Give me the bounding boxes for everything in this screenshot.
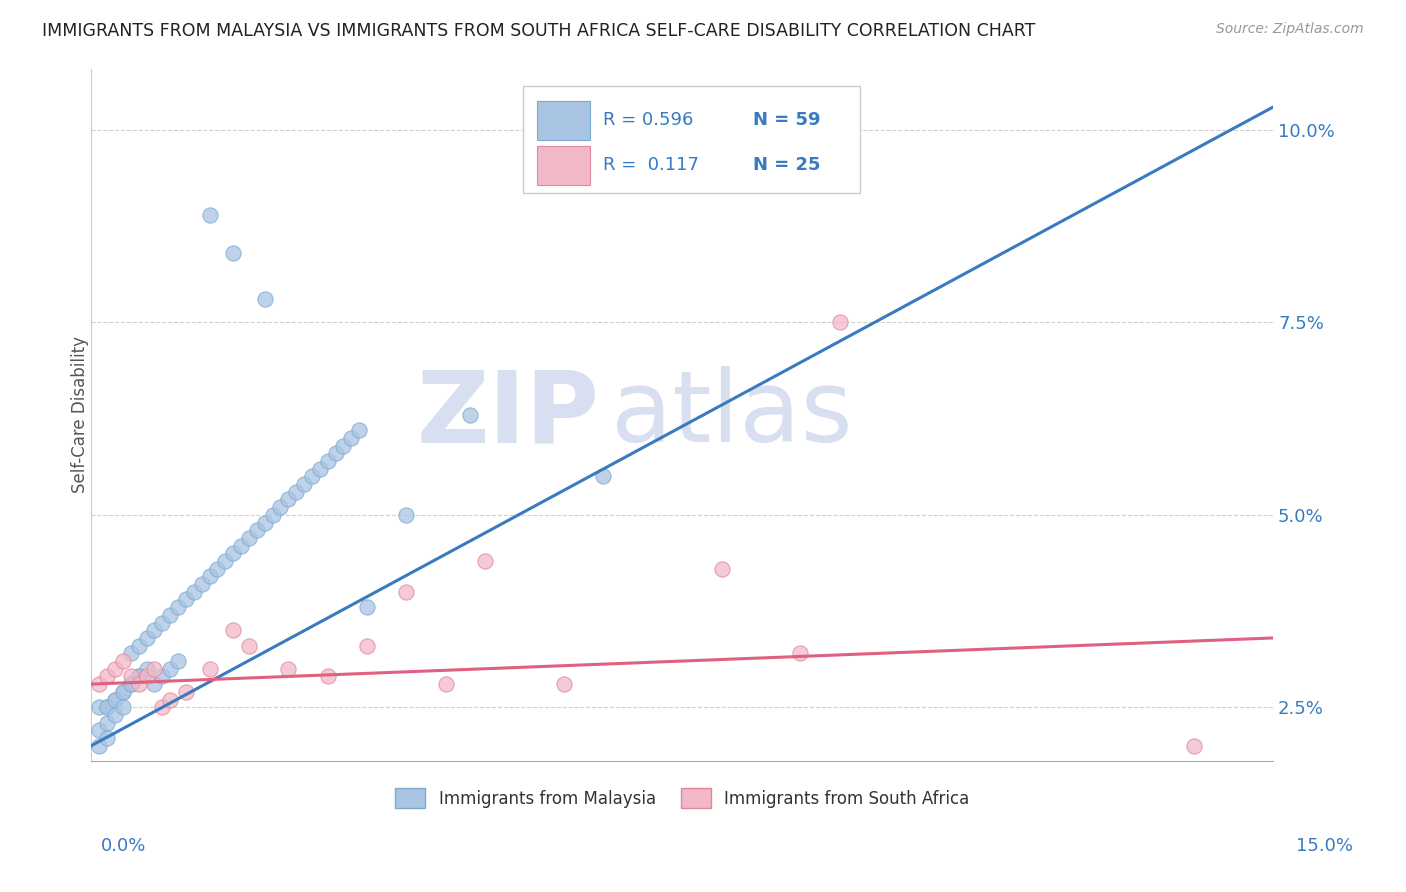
Point	[356, 600, 378, 615]
Text: ZIP: ZIP	[416, 367, 599, 463]
Point	[325, 446, 347, 460]
Point	[592, 469, 614, 483]
Point	[238, 639, 260, 653]
Point	[120, 677, 142, 691]
Point	[89, 677, 111, 691]
Point	[308, 461, 330, 475]
Point	[246, 523, 269, 537]
Point	[222, 546, 245, 560]
Point	[277, 492, 299, 507]
Point	[96, 700, 118, 714]
Point	[553, 677, 575, 691]
FancyBboxPatch shape	[523, 86, 859, 194]
Point	[111, 700, 134, 714]
Text: 15.0%: 15.0%	[1296, 837, 1353, 855]
Point	[434, 677, 457, 691]
Point	[120, 646, 142, 660]
Point	[96, 715, 118, 730]
Point	[167, 654, 190, 668]
Point	[104, 692, 127, 706]
Point	[316, 454, 339, 468]
Point	[89, 700, 111, 714]
Legend: Immigrants from Malaysia, Immigrants from South Africa: Immigrants from Malaysia, Immigrants fro…	[388, 781, 976, 815]
Point	[710, 562, 733, 576]
Point	[198, 569, 221, 583]
Point	[135, 662, 157, 676]
Point	[332, 439, 354, 453]
Point	[159, 662, 181, 676]
Point	[277, 662, 299, 676]
Point	[150, 700, 173, 714]
Text: R =  0.117: R = 0.117	[603, 156, 699, 175]
Point	[347, 423, 370, 437]
Point	[96, 669, 118, 683]
Point	[120, 669, 142, 683]
Point	[395, 508, 418, 522]
Point	[222, 624, 245, 638]
Point	[150, 669, 173, 683]
Point	[174, 592, 197, 607]
Point	[198, 662, 221, 676]
Point	[789, 646, 811, 660]
Point	[1182, 739, 1205, 753]
Point	[269, 500, 291, 515]
Text: atlas: atlas	[612, 367, 853, 463]
Point	[128, 677, 150, 691]
Point	[356, 639, 378, 653]
Point	[198, 208, 221, 222]
Point	[262, 508, 284, 522]
Point	[229, 539, 252, 553]
Point	[238, 531, 260, 545]
Y-axis label: Self-Care Disability: Self-Care Disability	[72, 336, 89, 493]
Point	[104, 692, 127, 706]
Point	[128, 639, 150, 653]
Point	[150, 615, 173, 630]
Point	[285, 484, 308, 499]
Point	[301, 469, 323, 483]
Text: R = 0.596: R = 0.596	[603, 112, 693, 129]
Point	[316, 669, 339, 683]
Text: N = 25: N = 25	[754, 156, 821, 175]
Point	[253, 516, 276, 530]
Text: Source: ZipAtlas.com: Source: ZipAtlas.com	[1216, 22, 1364, 37]
Point	[120, 677, 142, 691]
Point	[214, 554, 236, 568]
Point	[111, 654, 134, 668]
FancyBboxPatch shape	[537, 102, 591, 139]
Point	[167, 600, 190, 615]
Point	[222, 246, 245, 260]
Point	[111, 685, 134, 699]
Point	[89, 723, 111, 738]
Text: N = 59: N = 59	[754, 112, 821, 129]
Point	[190, 577, 212, 591]
Text: 0.0%: 0.0%	[101, 837, 146, 855]
FancyBboxPatch shape	[537, 146, 591, 185]
Point	[135, 631, 157, 645]
Point	[253, 293, 276, 307]
Point	[458, 408, 481, 422]
Point	[159, 692, 181, 706]
Point	[159, 607, 181, 622]
Point	[828, 315, 851, 329]
Point	[143, 624, 166, 638]
Point	[474, 554, 496, 568]
Point	[96, 700, 118, 714]
Point	[111, 685, 134, 699]
Point	[207, 562, 229, 576]
Point	[104, 662, 127, 676]
Point	[135, 669, 157, 683]
Point	[89, 739, 111, 753]
Text: IMMIGRANTS FROM MALAYSIA VS IMMIGRANTS FROM SOUTH AFRICA SELF-CARE DISABILITY CO: IMMIGRANTS FROM MALAYSIA VS IMMIGRANTS F…	[42, 22, 1036, 40]
Point	[395, 584, 418, 599]
Point	[340, 431, 363, 445]
Point	[174, 685, 197, 699]
Point	[104, 707, 127, 722]
Point	[143, 677, 166, 691]
Point	[128, 669, 150, 683]
Point	[96, 731, 118, 745]
Point	[292, 477, 315, 491]
Point	[143, 662, 166, 676]
Point	[183, 584, 205, 599]
Point	[128, 669, 150, 683]
